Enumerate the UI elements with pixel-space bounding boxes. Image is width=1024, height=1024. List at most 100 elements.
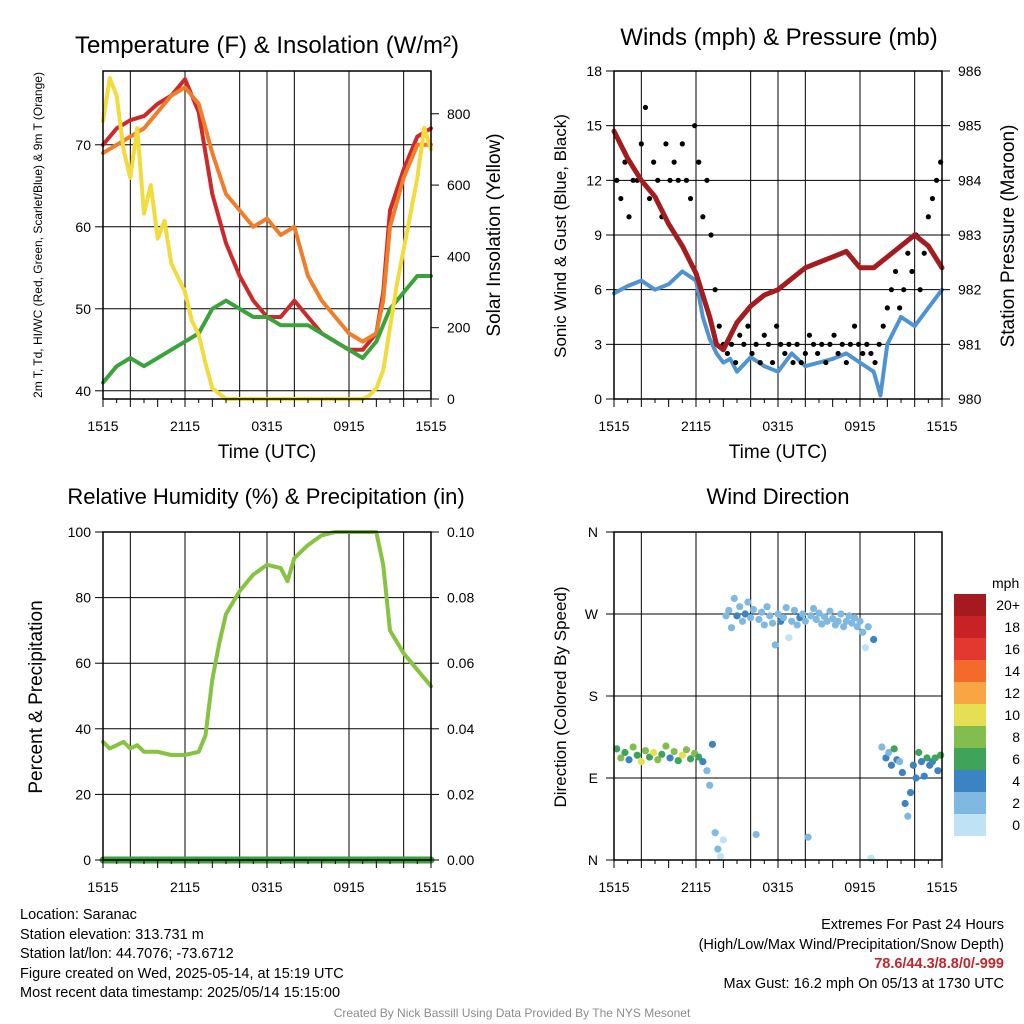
gust-point bbox=[687, 195, 694, 202]
direction-point bbox=[856, 617, 864, 625]
y-tick-label: 0 bbox=[83, 852, 91, 868]
direction-point bbox=[864, 623, 872, 631]
colorbar-swatch bbox=[954, 594, 986, 616]
x-tick-label: 0315 bbox=[762, 418, 793, 434]
gust-point bbox=[671, 159, 677, 165]
direction-point bbox=[741, 610, 749, 618]
direction-point bbox=[807, 612, 815, 620]
y-tick-label: N bbox=[588, 524, 598, 540]
gust-point bbox=[651, 159, 657, 165]
temperature-title: Temperature (F) & Insolation (W/m²) bbox=[75, 32, 459, 59]
x-tick-label: 2115 bbox=[170, 418, 200, 434]
direction-point bbox=[779, 614, 788, 622]
gust-point bbox=[663, 141, 669, 147]
elevation-text: Station elevation: 313.731 m bbox=[20, 926, 204, 943]
direction-point bbox=[727, 624, 736, 632]
direction-point bbox=[920, 772, 928, 780]
y2-tick-label: 980 bbox=[958, 391, 982, 407]
gust-point bbox=[675, 177, 681, 183]
x-tick-label: 0915 bbox=[333, 418, 364, 434]
direction-point bbox=[834, 617, 842, 625]
gust-point bbox=[819, 341, 825, 347]
colorbar-swatch bbox=[954, 792, 986, 814]
plot-frame bbox=[613, 70, 943, 400]
direction-point bbox=[717, 852, 725, 860]
gust-point bbox=[753, 341, 759, 347]
direction-point bbox=[901, 799, 909, 808]
colorbar-label: 18 bbox=[1004, 619, 1020, 635]
series-line-1 bbox=[101, 85, 433, 344]
y2-tick-label: 0.04 bbox=[447, 721, 474, 737]
direction-point bbox=[666, 754, 674, 762]
direction-point bbox=[629, 743, 637, 751]
winds-x-label: Time (UTC) bbox=[729, 442, 828, 463]
gust-point bbox=[933, 177, 940, 183]
gust-point bbox=[626, 214, 632, 220]
direction-point bbox=[706, 781, 714, 789]
direction-point bbox=[686, 755, 695, 763]
gust-point bbox=[765, 341, 772, 347]
direction-point bbox=[699, 758, 707, 766]
temperature-y-label: 2m T, Td, HI/WC (Red, Green, Scarlet/Blu… bbox=[31, 72, 45, 398]
gust-point bbox=[897, 305, 903, 311]
x-tick-label: 0915 bbox=[333, 879, 364, 895]
y-tick-label: 60 bbox=[75, 219, 91, 235]
y-tick-label: 3 bbox=[594, 336, 602, 352]
direction-point bbox=[829, 614, 837, 623]
gust-point bbox=[888, 287, 895, 293]
y-tick-label: 9 bbox=[594, 227, 602, 243]
direction-point bbox=[755, 615, 763, 624]
gust-point bbox=[798, 359, 804, 366]
direction-point bbox=[641, 747, 650, 755]
gust-point bbox=[696, 159, 702, 165]
gust-point bbox=[692, 123, 698, 129]
gust-point bbox=[618, 195, 624, 202]
wind-direction-panel: Wind Direction Direction (Colored By Spe… bbox=[551, 484, 958, 895]
y-tick-label: W bbox=[585, 606, 599, 622]
gust-point bbox=[667, 177, 673, 183]
direction-point bbox=[662, 742, 670, 750]
colorbar-swatch bbox=[954, 814, 986, 836]
direction-point bbox=[853, 623, 861, 631]
y2-tick-label: 400 bbox=[447, 248, 471, 264]
wind-direction-y-label: Direction (Colored By Speed) bbox=[551, 586, 570, 807]
direction-point bbox=[725, 606, 733, 614]
gust-point bbox=[774, 323, 780, 329]
credit-text: Created By Nick Bassill Using Data Provi… bbox=[333, 1006, 691, 1020]
direction-point bbox=[923, 754, 931, 762]
gust-point bbox=[724, 350, 731, 357]
x-tick-label: 0315 bbox=[762, 879, 793, 895]
direction-point bbox=[654, 756, 662, 764]
direction-point bbox=[818, 620, 826, 628]
colorbar-swatch bbox=[954, 770, 986, 792]
gust-point bbox=[806, 332, 813, 338]
direction-point bbox=[744, 598, 752, 606]
gust-point bbox=[856, 341, 862, 347]
gust-point bbox=[683, 177, 690, 183]
x-tick-label: 1515 bbox=[926, 418, 957, 434]
gust-point bbox=[843, 359, 849, 366]
humidity-panel: Relative Humidity (%) & Precipitation (i… bbox=[26, 484, 474, 895]
x-tick-label: 0315 bbox=[251, 418, 282, 434]
humidity-y-label: Percent & Precipitation bbox=[26, 600, 47, 793]
gust-point bbox=[884, 305, 890, 311]
direction-point bbox=[708, 740, 717, 748]
x-tick-label: 1515 bbox=[926, 879, 957, 895]
gust-point bbox=[630, 177, 636, 183]
direction-point bbox=[801, 617, 809, 625]
pressure-y2-label: Station Pressure (Maroon) bbox=[998, 125, 1019, 348]
x-tick-label: 0915 bbox=[844, 879, 875, 895]
plot-frame bbox=[102, 531, 432, 861]
direction-point bbox=[823, 617, 831, 625]
gust-point bbox=[741, 341, 747, 347]
x-tick-label: 1515 bbox=[415, 418, 446, 434]
direction-point bbox=[703, 767, 711, 775]
y-tick-label: 80 bbox=[75, 590, 91, 606]
y-tick-label: S bbox=[589, 688, 598, 704]
gust-point bbox=[757, 359, 763, 366]
gust-point bbox=[831, 332, 837, 338]
direction-point bbox=[763, 603, 771, 611]
winds-y-label: Sonic Wind & Gust (Blue, Black) bbox=[551, 114, 570, 358]
gust-point bbox=[901, 287, 907, 293]
x-tick-label: 2115 bbox=[170, 879, 200, 895]
